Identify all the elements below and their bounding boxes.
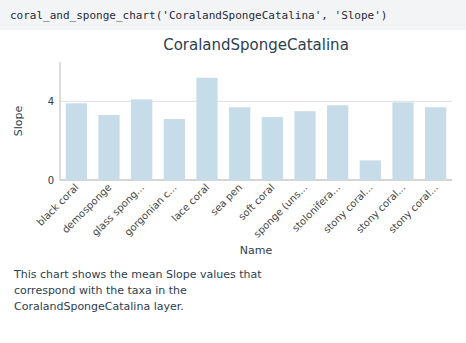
chart-title: CoralandSpongeCatalina (163, 36, 349, 54)
bar (392, 102, 413, 180)
bar (262, 117, 283, 180)
bar (66, 103, 87, 180)
x-tick-label: stony coral... (386, 182, 440, 236)
x-tick-label: sponge (uns... (251, 182, 309, 240)
bar (131, 99, 152, 180)
code-header: coral_and_sponge_chart('CoralandSpongeCa… (10, 9, 388, 22)
y-axis-label: Slope (12, 106, 25, 137)
chart-container: coral_and_sponge_chart('CoralandSpongeCa… (0, 0, 466, 343)
bar (196, 78, 217, 180)
bar (294, 111, 315, 180)
caption-line: This chart shows the mean Slope values t… (13, 268, 262, 281)
code-header-bg (0, 0, 466, 30)
x-tick-label: gorgonian c... (122, 182, 178, 238)
y-tick-label: 0 (48, 175, 54, 186)
caption-line: CoralandSpongeCatalina layer. (14, 300, 184, 313)
x-axis-label: Name (240, 244, 273, 257)
bar (164, 119, 185, 180)
bar (98, 115, 119, 180)
bar (229, 107, 250, 180)
y-axis-line (60, 62, 61, 180)
grid-line (60, 101, 452, 102)
x-tick-label: lace coral (169, 182, 211, 224)
bar (327, 105, 348, 180)
bar (360, 160, 381, 180)
caption-line: correspond with the taxa in the (14, 284, 187, 297)
y-tick-label: 4 (48, 96, 54, 107)
bars (66, 78, 447, 180)
chart-svg: coral_and_sponge_chart('CoralandSpongeCa… (0, 0, 466, 343)
bar (425, 107, 446, 180)
